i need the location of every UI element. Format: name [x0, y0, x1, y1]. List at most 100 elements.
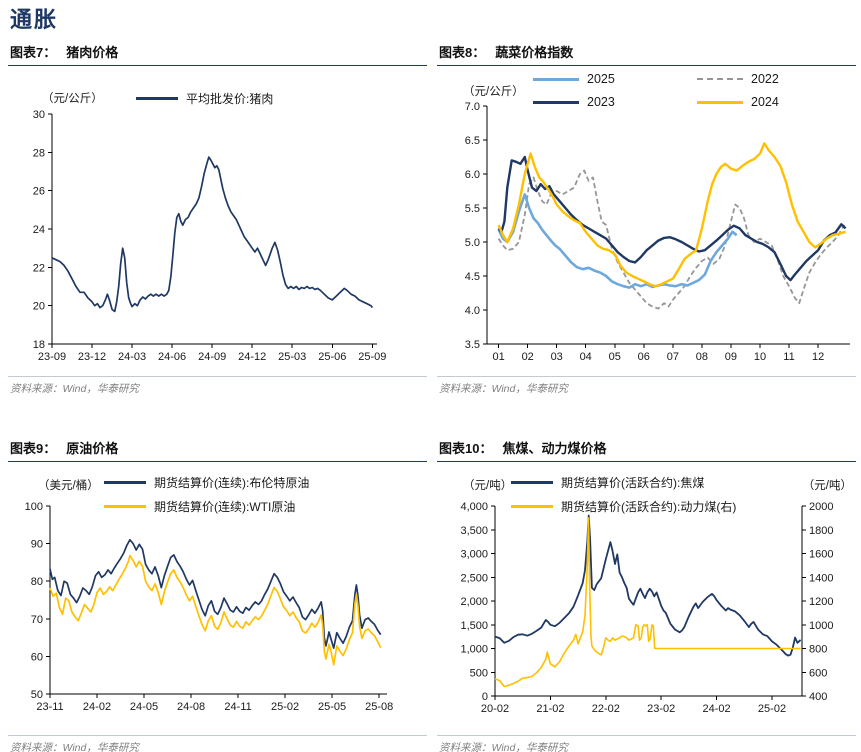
svg-text:12: 12 — [812, 351, 824, 363]
y-axis-unit-label: （元/公斤） — [42, 93, 103, 105]
svg-text:1600: 1600 — [809, 549, 833, 561]
svg-text:1,000: 1,000 — [460, 644, 488, 656]
legend-swatch — [511, 505, 553, 508]
svg-text:06: 06 — [638, 351, 650, 363]
figure-title: 猪肉价格 — [66, 45, 119, 60]
legend-label: 2024 — [751, 95, 779, 109]
svg-text:24-03: 24-03 — [118, 351, 146, 363]
svg-text:05: 05 — [609, 351, 621, 363]
legend-item: 2025 — [533, 72, 689, 86]
legend: 期货结算价(连续):布伦特原油 期货结算价(连续):WTI原油 — [104, 474, 309, 515]
y-axis: 50 60 70 80 90 100 — [25, 501, 51, 701]
svg-text:400: 400 — [809, 691, 827, 703]
svg-text:4,000: 4,000 — [460, 501, 488, 513]
svg-text:20-02: 20-02 — [481, 703, 509, 715]
legend-item: 期货结算价(连续):布伦特原油 — [104, 474, 309, 491]
svg-text:60: 60 — [31, 651, 43, 663]
legend-swatch — [697, 100, 743, 104]
svg-text:6.5: 6.5 — [465, 135, 480, 147]
y-axis: 3.5 4.0 4.5 5.0 5.5 6.0 6.5 7.0 — [465, 101, 488, 351]
source-note: 资料来源：Wind，华泰研究 — [8, 735, 427, 752]
figure-title: 原油价格 — [66, 441, 119, 456]
x-axis: 01 02 03 04 05 06 07 08 09 10 11 12 — [487, 343, 850, 363]
svg-text:24-05: 24-05 — [130, 701, 158, 713]
legend-label: 期货结算价(活跃合约):动力煤(右) — [561, 500, 737, 514]
series-line-期货结算价(连续):布伦特原油 — [49, 538, 382, 649]
svg-text:0: 0 — [482, 691, 488, 703]
x-axis: 20-02 21-02 22-02 23-02 24-02 25-02 — [481, 695, 802, 715]
legend-swatch — [511, 481, 553, 484]
svg-text:07: 07 — [667, 351, 679, 363]
svg-text:5.5: 5.5 — [465, 203, 480, 215]
svg-text:24-06: 24-06 — [158, 351, 186, 363]
svg-text:04: 04 — [580, 351, 592, 363]
legend-label: 期货结算价(连续):WTI原油 — [154, 500, 296, 514]
svg-text:25-06: 25-06 — [318, 351, 346, 363]
svg-text:24-02: 24-02 — [83, 701, 111, 713]
secondary-y-axis: 400 600 800 1000 1200 1400 1600 1800 2000 — [801, 501, 833, 703]
svg-text:24: 24 — [33, 224, 45, 236]
series-line-期货结算价(活跃合约):焦煤 — [494, 514, 802, 657]
coal-price-chart: 0 500 1,000 1,500 2,000 2,500 3,000 3,500 4,000 4… — [460, 501, 833, 715]
svg-text:80: 80 — [31, 576, 43, 588]
legend-item: 2024 — [697, 95, 779, 109]
svg-text:18: 18 — [33, 339, 45, 351]
svg-text:500: 500 — [470, 667, 488, 679]
svg-text:90: 90 — [31, 539, 43, 551]
svg-text:2,500: 2,500 — [460, 572, 488, 584]
legend-label: 期货结算价(活跃合约):焦煤 — [561, 476, 705, 490]
svg-text:1400: 1400 — [809, 572, 833, 584]
svg-text:70: 70 — [31, 614, 43, 626]
legend-label: 2022 — [751, 72, 779, 86]
figure-label: 图表8： — [439, 45, 486, 60]
y-axis-unit-label: （元/公斤） — [463, 86, 524, 98]
svg-text:25-02: 25-02 — [271, 701, 299, 713]
series-line-期货结算价(活跃合约):动力煤(右) — [494, 517, 801, 688]
legend-label: 期货结算价(连续):布伦特原油 — [154, 476, 310, 490]
figure-label: 图表10： — [439, 441, 493, 456]
legend-swatch — [104, 481, 146, 484]
svg-text:25-03: 25-03 — [278, 351, 306, 363]
figure-panel-8: 图表8： 蔬菜价格指数 （元/公斤） 2025 2022 2023 2024 3.5 4… — [437, 40, 856, 436]
figure-label: 图表7： — [10, 45, 57, 60]
svg-text:3,500: 3,500 — [460, 525, 488, 537]
figure-header: 图表7： 猪肉价格 — [8, 40, 427, 66]
svg-text:1000: 1000 — [809, 620, 833, 632]
svg-text:28: 28 — [33, 147, 45, 159]
figure-title: 焦煤、动力煤价格 — [502, 441, 607, 456]
legend-item: 期货结算价(活跃合约):焦煤 — [511, 474, 736, 491]
legend-label: 2025 — [587, 72, 615, 86]
legend-swatch — [533, 100, 579, 104]
legend: 平均批发价:猪肉 — [136, 90, 273, 107]
figure-header: 图表10： 焦煤、动力煤价格 — [437, 436, 856, 462]
svg-text:23-11: 23-11 — [36, 701, 63, 713]
svg-text:7.0: 7.0 — [465, 101, 480, 113]
svg-text:800: 800 — [809, 644, 827, 656]
figure-title: 蔬菜价格指数 — [495, 45, 574, 60]
legend-swatch — [697, 78, 743, 80]
y-axis-unit-label: （元/吨） — [463, 480, 513, 492]
svg-text:11: 11 — [783, 351, 794, 363]
svg-text:2000: 2000 — [809, 501, 833, 513]
svg-text:25-02: 25-02 — [758, 703, 786, 715]
legend: 期货结算价(活跃合约):焦煤期货结算价(活跃合约):动力煤(右) — [511, 474, 736, 515]
legend-item: 2023 — [533, 95, 689, 109]
source-note: 资料来源：Wind，华泰研究 — [437, 376, 856, 396]
legend-item: 平均批发价:猪肉 — [136, 90, 273, 107]
svg-text:22-02: 22-02 — [592, 703, 620, 715]
page-title: 通胀 — [10, 7, 59, 32]
svg-text:6.0: 6.0 — [465, 169, 480, 181]
legend-swatch — [104, 505, 146, 508]
figure-header: 图表9： 原油价格 — [8, 436, 427, 462]
series-line-期货结算价(连续):WTI原油 — [49, 554, 382, 666]
svg-text:50: 50 — [31, 689, 43, 701]
svg-text:1800: 1800 — [809, 525, 833, 537]
svg-text:4.0: 4.0 — [465, 305, 480, 317]
svg-text:08: 08 — [696, 351, 708, 363]
source-note: 资料来源：Wind，华泰研究 — [8, 376, 427, 396]
chart-area: （元/公斤） 2025 2022 2023 2024 3.5 4.0 4.5 5.0 5.5 6… — [437, 66, 856, 368]
legend-item: 2022 — [697, 72, 779, 86]
svg-text:5.0: 5.0 — [465, 237, 480, 249]
